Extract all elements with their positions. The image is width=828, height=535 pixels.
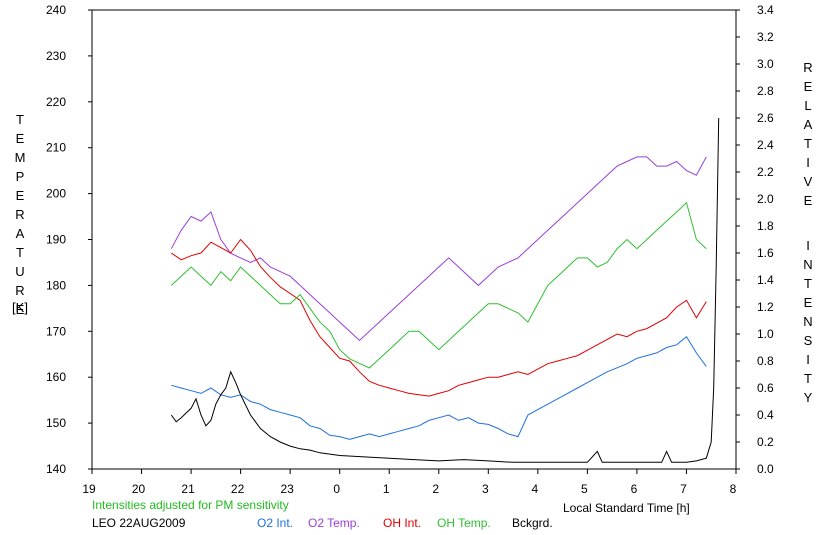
axis-title-letter: E — [803, 79, 813, 94]
left-axis-units: [K] — [12, 300, 28, 315]
plot-frame — [91, 9, 737, 470]
right-tick-label: 1.8 — [757, 219, 774, 233]
axis-title-letter: T — [16, 112, 24, 127]
right-tick-label: 3.4 — [757, 3, 774, 17]
axis-title-letter: E — [15, 131, 25, 146]
right-tick-label: 2.2 — [757, 165, 774, 179]
right-tick-label: 1.2 — [757, 300, 774, 314]
legend-o2-temp: O2 Temp. — [308, 516, 360, 530]
x-tick-label: 19 — [82, 482, 96, 496]
axis-title-letter: L — [804, 98, 812, 113]
axis-title-letter: R — [15, 207, 25, 222]
left-tick-label: 160 — [46, 370, 66, 384]
right-tick-label: 0.2 — [757, 435, 774, 449]
station-label: LEO 22AUG2009 — [92, 516, 186, 530]
right-tick-label: 1.6 — [757, 246, 774, 260]
axis-title-letter: E — [803, 193, 813, 208]
right-tick-label: 2.6 — [757, 111, 774, 125]
axis-title-letter: A — [15, 226, 25, 241]
right-tick-label: 0.6 — [757, 381, 774, 395]
legend-oh-temp: OH Temp. — [437, 516, 491, 530]
x-tick-label: 23 — [280, 482, 294, 496]
axis-title-letter: R — [803, 60, 813, 75]
axis-title-letter: I — [806, 238, 810, 253]
x-tick-label: 4 — [532, 482, 539, 496]
axis-title-letter: T — [804, 371, 812, 386]
axis-title-letter: N — [803, 257, 813, 272]
right-tick-label: 0.8 — [757, 354, 774, 368]
axis-title-letter: M — [14, 150, 26, 165]
left-tick-label: 180 — [46, 278, 66, 292]
axis-title-letter: V — [803, 174, 813, 189]
axis-title-letter: T — [804, 136, 812, 151]
series-line-bckgrd — [170, 117, 720, 463]
right-tick-label: 2.8 — [757, 84, 774, 98]
x-axis-label: Local Standard Time [h] — [563, 501, 690, 515]
axis-title-letter: P — [15, 169, 25, 184]
left-tick-label: 170 — [46, 324, 66, 338]
left-tick-label: 220 — [46, 95, 66, 109]
left-tick-label: 200 — [46, 187, 66, 201]
right-tick-label: 2.0 — [757, 192, 774, 206]
left-tick-label: 240 — [46, 3, 66, 17]
axis-title-gap — [796, 210, 820, 236]
legend-o2-int: O2 Int. — [257, 516, 293, 530]
axis-title-letter: S — [803, 333, 813, 348]
series-line-oh-int — [171, 238, 707, 397]
axis-title-letter: Y — [803, 390, 813, 405]
left-tick-label: 140 — [46, 462, 66, 476]
legend-bckgrd: Bckgrd. — [512, 516, 553, 530]
axis-title-letter: E — [15, 302, 25, 317]
series-line-o2-temp — [170, 156, 707, 342]
x-tick-label: 20 — [132, 482, 146, 496]
x-tick-label: 22 — [231, 482, 245, 496]
left-axis: 140 150 160 170 180 190 200 210 220 230 240 — [46, 3, 92, 476]
x-tick-label: 21 — [181, 482, 195, 496]
right-axis: 0.0 0.2 0.4 0.6 0.8 1.0 1.2 1.4 1.6 1.8 2.0 2.2 2.4 2… — [736, 3, 774, 476]
axis-title-letter: I — [806, 155, 810, 170]
x-tick-label: 8 — [730, 482, 737, 496]
legend-oh-int: OH Int. — [383, 516, 421, 530]
series-line-oh-temp — [170, 201, 707, 369]
axis-title-letter: T — [804, 276, 812, 291]
x-tick-label: 0 — [333, 482, 340, 496]
x-tick-label: 3 — [482, 482, 489, 496]
x-axis: 19 20 21 22 23 0 1 2 3 4 5 6 7 8 — [82, 469, 737, 496]
series-line-o2-int — [171, 335, 707, 440]
legend: O2 Int. O2 Temp. OH Int. OH Temp. Bckgrd… — [257, 516, 553, 530]
x-tick-label: 5 — [581, 482, 588, 496]
axis-title-letter: I — [806, 352, 810, 367]
note-text: Intensities adjusted for PM sensitivity — [92, 498, 289, 512]
series-layer — [170, 117, 720, 463]
left-tick-label: 150 — [46, 416, 66, 430]
x-tick-label: 2 — [432, 482, 439, 496]
axis-title-letter: U — [15, 264, 25, 279]
right-tick-label: 0.4 — [757, 408, 774, 422]
left-tick-label: 190 — [46, 233, 66, 247]
right-tick-label: 3.0 — [757, 57, 774, 71]
axis-title-letter: T — [16, 245, 24, 260]
x-tick-label: 6 — [631, 482, 638, 496]
axis-title-letter: A — [803, 117, 813, 132]
axis-title-letter: R — [15, 283, 25, 298]
right-tick-label: 1.0 — [757, 327, 774, 341]
right-tick-label: 3.2 — [757, 30, 774, 44]
left-tick-label: 210 — [46, 141, 66, 155]
x-tick-label: 1 — [383, 482, 390, 496]
left-tick-label: 230 — [46, 49, 66, 63]
axis-title-letter: E — [15, 188, 25, 203]
axis-title-letter: N — [803, 314, 813, 329]
right-tick-label: 2.4 — [757, 138, 774, 152]
axis-title-letter: E — [803, 295, 813, 310]
x-tick-label: 7 — [680, 482, 687, 496]
right-tick-label: 0.0 — [757, 462, 774, 476]
right-tick-label: 1.4 — [757, 273, 774, 287]
